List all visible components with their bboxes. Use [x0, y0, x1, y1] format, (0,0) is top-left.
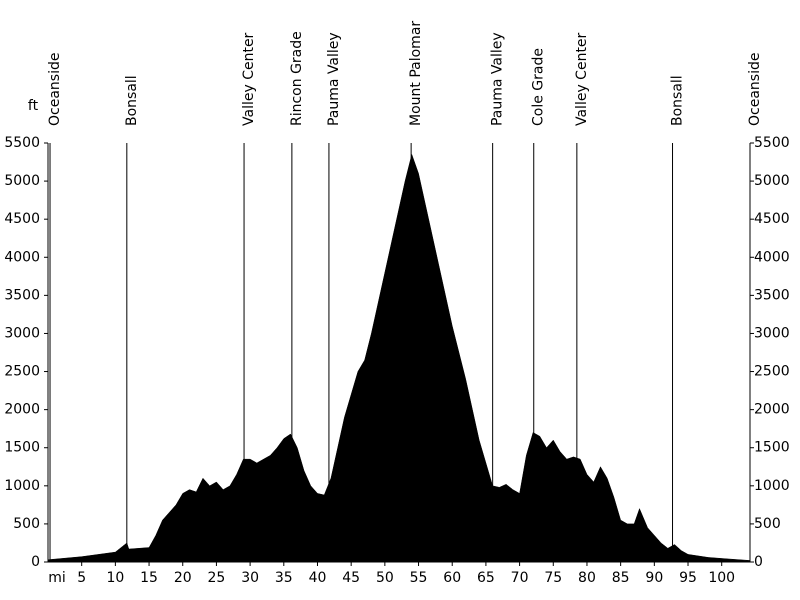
y-tick-label: 1000 [4, 478, 40, 494]
x-tick-label: 10 [106, 570, 124, 586]
x-tick-label: 15 [140, 570, 158, 586]
y2-tick-label: 2500 [754, 364, 790, 380]
x-tick-label: 45 [342, 570, 360, 586]
landmark-label: Cole Grade [531, 48, 547, 126]
y2-tick-label: 3500 [754, 287, 790, 303]
y-axis-label: ft [28, 98, 39, 114]
y-tick-label: 3000 [4, 325, 40, 341]
y2-tick-label: 2000 [754, 402, 790, 418]
landmark-label: Oceanside [747, 53, 763, 126]
y2-tick-label: 3000 [754, 325, 790, 341]
y-tick-label: 4500 [4, 211, 40, 227]
x-tick-label: 50 [376, 570, 394, 586]
x-tick-label: 20 [174, 570, 192, 586]
y-tick-label: 5000 [4, 173, 40, 189]
x-tick-label: 55 [410, 570, 428, 586]
elevation-area [47, 153, 751, 563]
x-tick-label: 30 [241, 570, 259, 586]
y-tick-label: 3500 [4, 287, 40, 303]
y-tick-label: 1500 [4, 440, 40, 456]
x-tick-label: 70 [511, 570, 529, 586]
x-tick-label: 60 [443, 570, 461, 586]
x-tick-label: 85 [612, 570, 630, 586]
x-tick-label: 5 [77, 570, 86, 586]
y-tick-label: 5500 [4, 135, 40, 151]
x-tick-label: 40 [309, 570, 327, 586]
y2-tick-label: 4000 [754, 249, 790, 265]
x-tick-label: 100 [708, 570, 735, 586]
x-tick-label: 35 [275, 570, 293, 586]
x-tick-label: 95 [679, 570, 697, 586]
landmark-label: Valley Center [574, 32, 590, 126]
y2-tick-label: 0 [754, 554, 763, 570]
landmark-label: Oceanside [47, 53, 63, 126]
x-tick-label: 65 [477, 570, 495, 586]
y2-tick-label: 1500 [754, 440, 790, 456]
y-tick-label: 500 [13, 516, 40, 532]
x-tick-label: 80 [578, 570, 596, 586]
landmark-label: Pauma Valley [326, 32, 342, 126]
y-tick-label: 2000 [4, 402, 40, 418]
y-tick-label: 0 [31, 554, 40, 570]
x-tick-label: 25 [208, 570, 226, 586]
y-tick-label: 2500 [4, 364, 40, 380]
landmark-label: Valley Center [241, 32, 257, 126]
landmark-label: Mount Palomar [408, 21, 424, 126]
y2-tick-label: 500 [754, 516, 781, 532]
y2-tick-label: 1000 [754, 478, 790, 494]
landmark-label: Pauma Valley [490, 32, 506, 126]
y2-tick-label: 5500 [754, 135, 790, 151]
y-tick-label: 4000 [4, 249, 40, 265]
landmark-label: Rincon Grade [289, 31, 305, 126]
x-axis-label: mi [48, 570, 66, 586]
x-tick-label: 90 [645, 570, 663, 586]
y2-tick-label: 5000 [754, 173, 790, 189]
x-tick-label: 75 [544, 570, 562, 586]
landmark-label: Bonsall [124, 75, 140, 126]
landmark-label: Bonsall [670, 75, 686, 126]
y2-tick-label: 4500 [754, 211, 790, 227]
